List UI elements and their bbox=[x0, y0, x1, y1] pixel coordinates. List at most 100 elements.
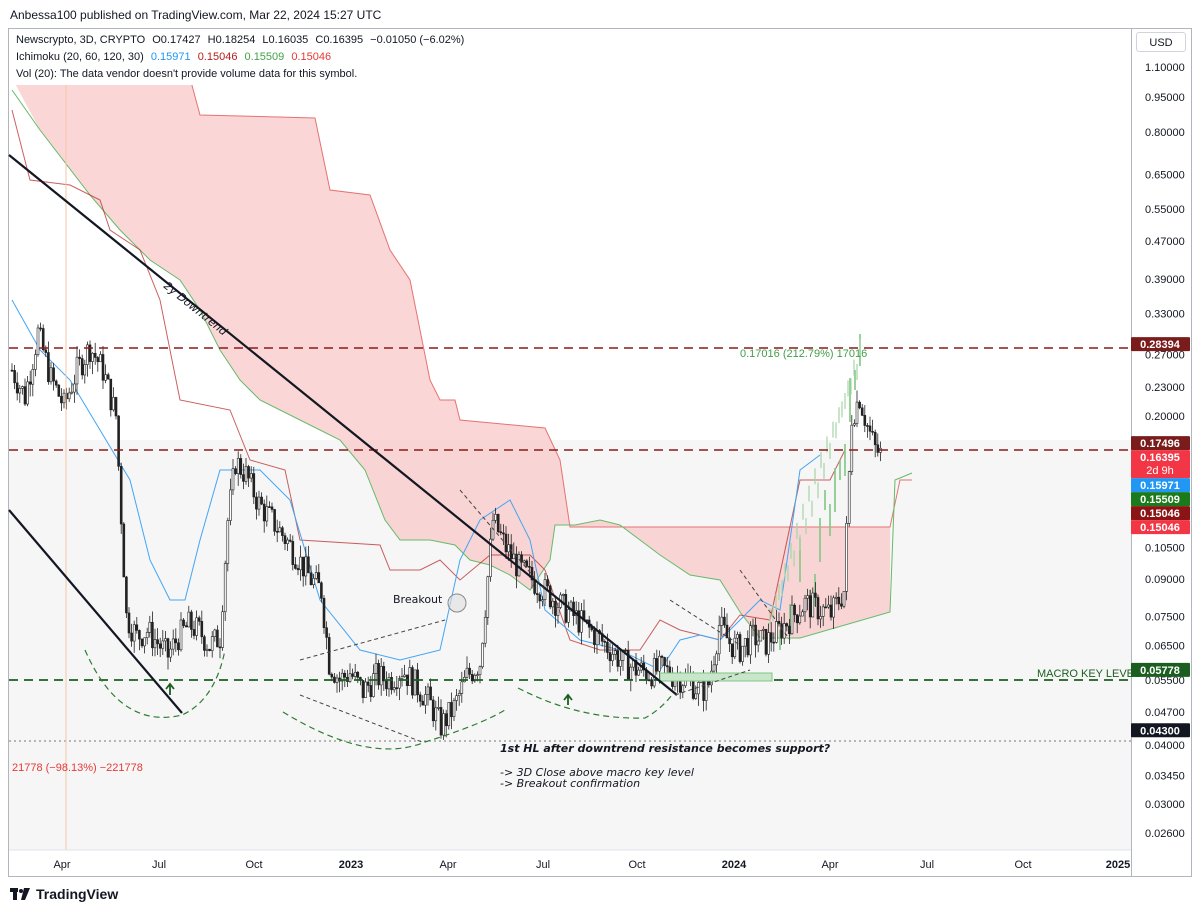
rounded-bottom-2[interactable] bbox=[282, 709, 506, 750]
candle-body bbox=[164, 638, 167, 642]
candle-body bbox=[577, 610, 581, 633]
support-zone-box[interactable] bbox=[659, 672, 773, 682]
candle-body bbox=[473, 674, 477, 682]
arrow-up-icon bbox=[165, 682, 175, 695]
candle-body bbox=[785, 623, 789, 627]
price-label-value: 0.28394 bbox=[1140, 339, 1181, 351]
candle-body bbox=[265, 506, 269, 522]
candle-body bbox=[23, 386, 27, 405]
rounded-bottom-1[interactable] bbox=[84, 649, 226, 718]
lower-channel-line[interactable] bbox=[8, 509, 183, 714]
candle-body bbox=[333, 676, 336, 683]
candle-body bbox=[390, 677, 393, 691]
candle-body bbox=[548, 585, 552, 608]
candle-body bbox=[351, 673, 354, 677]
ichimoku-cloud-red bbox=[15, 85, 890, 638]
candle-body bbox=[34, 354, 37, 370]
candle-body bbox=[398, 678, 401, 689]
candle-body bbox=[151, 621, 154, 649]
price-label-value: 0.15509 bbox=[1140, 494, 1180, 506]
volume-legend: Vol (20): The data vendor doesn't provid… bbox=[16, 68, 361, 80]
candle-body bbox=[496, 514, 500, 533]
candle-body bbox=[93, 352, 97, 358]
candle-body bbox=[268, 506, 271, 508]
candle-body bbox=[834, 596, 838, 599]
candle-body bbox=[650, 679, 653, 687]
candle-body bbox=[452, 700, 456, 718]
candle-body bbox=[385, 680, 388, 690]
candle-body bbox=[307, 556, 310, 574]
x-tick-label: Jul bbox=[152, 859, 166, 871]
candle-body bbox=[863, 415, 867, 426]
symbol-legend: Newscrypto, 3D, CRYPTO O0.17427 H0.18254… bbox=[16, 34, 468, 46]
candle-body bbox=[832, 597, 835, 618]
open-value: O0.17427 bbox=[152, 34, 201, 46]
y-tick-label: 0.09000 bbox=[1145, 574, 1185, 586]
candle-body bbox=[67, 392, 71, 400]
candle-body bbox=[470, 674, 474, 682]
candle-body bbox=[624, 649, 627, 652]
tradingview-logo[interactable]: TradingView bbox=[10, 886, 118, 902]
candle-body bbox=[725, 624, 729, 639]
y-tick-label: 0.80000 bbox=[1145, 127, 1185, 139]
price-label-value: 0.16395 bbox=[1140, 452, 1180, 464]
candle-body bbox=[190, 611, 193, 630]
candle-body bbox=[379, 666, 383, 686]
candle-body bbox=[522, 560, 526, 563]
candle-body bbox=[652, 658, 656, 687]
candle-body bbox=[314, 572, 318, 579]
candle-body bbox=[837, 596, 841, 605]
downtrend-line[interactable] bbox=[8, 154, 678, 696]
candle-body bbox=[36, 327, 40, 355]
candle-body bbox=[567, 609, 570, 623]
candle-body bbox=[413, 669, 417, 696]
wedge-lines[interactable] bbox=[299, 489, 546, 743]
candle-body bbox=[278, 527, 282, 533]
candle-body bbox=[382, 666, 386, 682]
rounded-bottom-3[interactable] bbox=[517, 687, 673, 719]
candle-body bbox=[801, 611, 804, 617]
candle-body bbox=[374, 663, 378, 674]
currency-button[interactable]: USD bbox=[1136, 32, 1186, 52]
wedge-lines-2[interactable] bbox=[669, 569, 791, 696]
y-axis-ticks: 1.10000 0.95000 0.80000 0.65000 0.55000 0.470… bbox=[1145, 62, 1185, 840]
price-scale[interactable] bbox=[1132, 28, 1192, 877]
candle-body bbox=[457, 693, 461, 697]
candle-body bbox=[294, 564, 297, 569]
candle-body bbox=[96, 357, 100, 363]
y-tick-label: 0.95000 bbox=[1145, 92, 1185, 104]
candle-body bbox=[720, 616, 724, 626]
candle-body bbox=[655, 658, 659, 672]
candle-body bbox=[775, 621, 778, 643]
candle-body bbox=[808, 595, 812, 618]
candle-body bbox=[138, 630, 141, 640]
candle-body bbox=[756, 640, 760, 646]
candle-body bbox=[572, 601, 575, 616]
candle-body bbox=[330, 673, 334, 678]
candle-body bbox=[112, 397, 115, 411]
candle-body bbox=[660, 655, 664, 658]
candle-body bbox=[135, 624, 139, 631]
projection-label: 0.17016 (212.79%) 17016 bbox=[740, 348, 867, 360]
breakout-marker[interactable] bbox=[447, 593, 467, 613]
candle-body bbox=[434, 707, 438, 722]
candle-body bbox=[736, 634, 739, 639]
candle-body bbox=[551, 600, 555, 608]
candle-body bbox=[798, 615, 802, 624]
candle-body bbox=[730, 643, 734, 658]
candle-body bbox=[546, 579, 549, 587]
x-tick-label: Jul bbox=[536, 859, 550, 871]
candle-body bbox=[10, 369, 14, 372]
candle-body bbox=[83, 364, 87, 376]
candle-body bbox=[169, 648, 172, 658]
note-title: 1st HL after downtrend resistance become… bbox=[500, 742, 831, 755]
candle-body bbox=[754, 624, 757, 646]
candle-body bbox=[247, 466, 250, 479]
candle-body bbox=[418, 694, 422, 702]
candle-body bbox=[335, 677, 339, 683]
candle-body bbox=[455, 695, 458, 701]
candle-body bbox=[429, 686, 432, 701]
candle-body bbox=[806, 595, 809, 599]
candle-body bbox=[52, 367, 55, 382]
